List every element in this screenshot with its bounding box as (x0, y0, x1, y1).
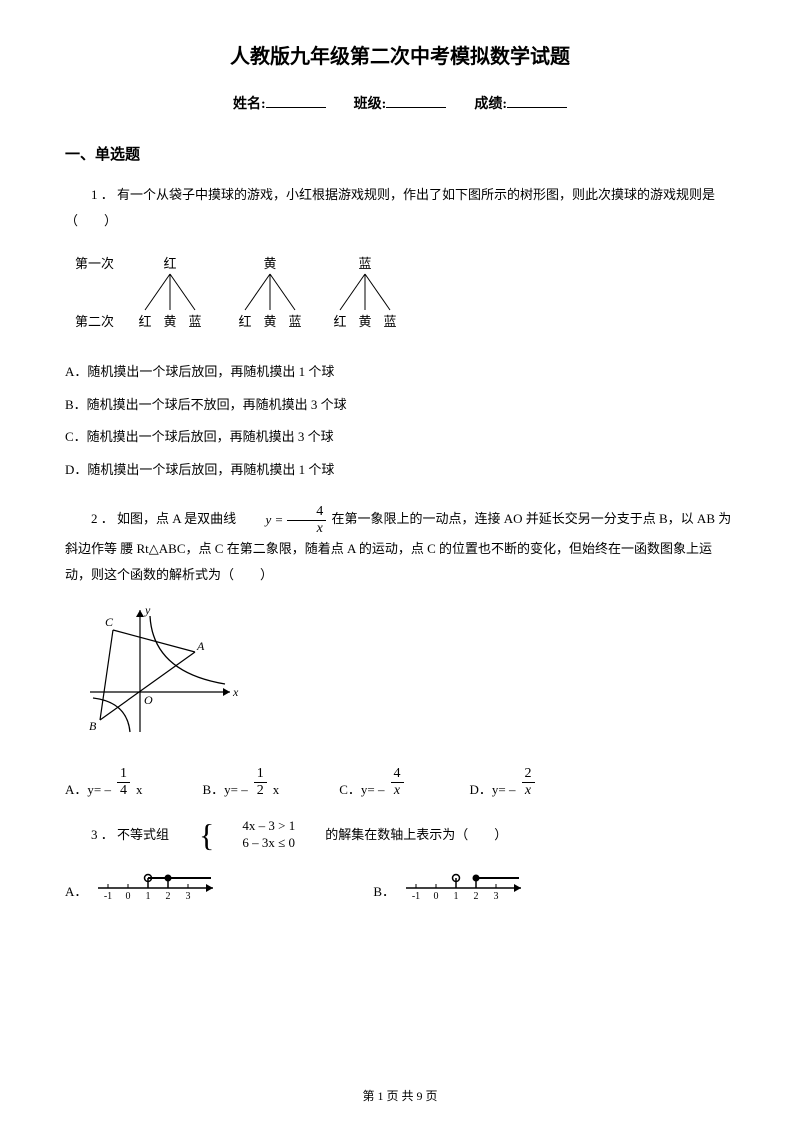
q2-pre: 如图，点 A 是双曲线 (117, 511, 236, 526)
svg-text:红: 红 (238, 314, 251, 329)
q3-post: 的解集在数轴上表示为（ ） (299, 822, 507, 848)
svg-text:O: O (144, 693, 153, 707)
q2-option-c[interactable]: C．y= – 4x (339, 766, 409, 798)
numberline-b-icon: -1 0 1 2 3 (401, 866, 531, 900)
tree-row1-label: 第一次 (75, 256, 114, 271)
q1-option-d[interactable]: D．随机摸出一个球后放回，再随机摸出 1 个球 (65, 456, 735, 485)
q2-option-a[interactable]: A．y= – 14 x (65, 766, 142, 798)
q3-system: { 4x – 3 > 1 6 – 3x ≤ 0 (173, 818, 295, 852)
q3-options-row: A． -1 0 1 2 3 (65, 866, 735, 900)
svg-text:1: 1 (146, 891, 151, 900)
svg-text:黄: 黄 (263, 314, 276, 329)
svg-text:C: C (105, 615, 114, 629)
score-blank[interactable] (507, 94, 567, 108)
question-3: 3 ． 不等式组 { 4x – 3 > 1 6 – 3x ≤ 0 的解集在数轴上… (65, 818, 735, 852)
svg-text:-1: -1 (104, 891, 112, 900)
q1-text: 有一个从袋子中摸球的游戏，小红根据游戏规则，作出了如下图所示的树形图，则此次摸球… (65, 187, 715, 228)
section-1-header: 一、单选题 (65, 143, 735, 164)
svg-text:黄: 黄 (163, 314, 176, 329)
q2-equation: y = 4x (239, 504, 328, 536)
svg-text:红: 红 (138, 314, 151, 329)
numberline-a-icon: -1 0 1 2 3 (93, 866, 223, 900)
q1-option-a[interactable]: A．随机摸出一个球后放回，再随机摸出 1 个球 (65, 358, 735, 387)
svg-text:0: 0 (434, 891, 439, 900)
svg-text:2: 2 (474, 891, 479, 900)
student-info-line: 姓名: 班级: 成绩: (65, 93, 735, 113)
svg-text:红: 红 (333, 314, 346, 329)
q2-option-b[interactable]: B．y= – 12 x (202, 766, 279, 798)
class-label: 班级: (354, 97, 387, 112)
svg-text:黄: 黄 (358, 314, 371, 329)
question-1: 1 ． 有一个从袋子中摸球的游戏，小红根据游戏规则，作出了如下图所示的树形图，则… (65, 182, 735, 234)
q1-option-b[interactable]: B．随机摸出一个球后不放回，再随机摸出 3 个球 (65, 391, 735, 420)
q3-pre: 不等式组 (117, 827, 169, 842)
svg-text:蓝: 蓝 (383, 314, 396, 329)
svg-text:红: 红 (163, 256, 176, 271)
q2-diagram: x y O A B C (75, 602, 735, 746)
tree-row2-label: 第二次 (75, 314, 114, 329)
svg-text:y: y (144, 603, 151, 617)
page-footer: 第 1 页 共 9 页 (0, 1087, 800, 1104)
question-2: 2 ． 如图，点 A 是双曲线 y = 4x 在第一象限上的一动点，连接 AO … (65, 504, 735, 588)
score-label: 成绩: (474, 97, 507, 112)
q2-options: A．y= – 14 x B．y= – 12 x C．y= – 4x D．y= –… (65, 766, 735, 798)
svg-text:蓝: 蓝 (188, 314, 201, 329)
svg-text:3: 3 (186, 891, 191, 900)
svg-text:黄: 黄 (263, 256, 276, 271)
q1-option-c[interactable]: C．随机摸出一个球后放回，再随机摸出 3 个球 (65, 423, 735, 452)
exam-title: 人教版九年级第二次中考模拟数学试题 (65, 40, 735, 69)
q2-option-d[interactable]: D．y= – 2x (470, 766, 541, 798)
q3-number: 3 ． (91, 827, 114, 842)
q1-options: A．随机摸出一个球后放回，再随机摸出 1 个球 B．随机摸出一个球后不放回，再随… (65, 358, 735, 484)
svg-text:x: x (232, 685, 239, 699)
q3-option-a[interactable]: A． -1 0 1 2 3 (65, 866, 223, 900)
q2-number: 2 ． (91, 511, 114, 526)
class-blank[interactable] (386, 94, 446, 108)
name-label: 姓名: (233, 97, 266, 112)
svg-text:蓝: 蓝 (288, 314, 301, 329)
q1-tree-diagram: 第一次 第二次 红 红 黄 蓝 黄 红 黄 蓝 蓝 红 黄 蓝 (65, 248, 735, 342)
q3-option-b[interactable]: B． -1 0 1 2 3 (373, 866, 531, 900)
svg-text:A: A (196, 639, 205, 653)
name-blank[interactable] (266, 94, 326, 108)
svg-text:蓝: 蓝 (358, 256, 371, 271)
svg-text:-1: -1 (412, 891, 420, 900)
q1-number: 1 ． (91, 187, 114, 202)
svg-text:1: 1 (454, 891, 459, 900)
svg-text:3: 3 (494, 891, 499, 900)
q2-post2: 腰 Rt△ABC，点 C 在第二象限，随着点 A 的运动，点 C 的位置也不断的… (65, 541, 712, 582)
svg-text:B: B (89, 719, 97, 733)
svg-text:2: 2 (166, 891, 171, 900)
svg-text:0: 0 (126, 891, 131, 900)
